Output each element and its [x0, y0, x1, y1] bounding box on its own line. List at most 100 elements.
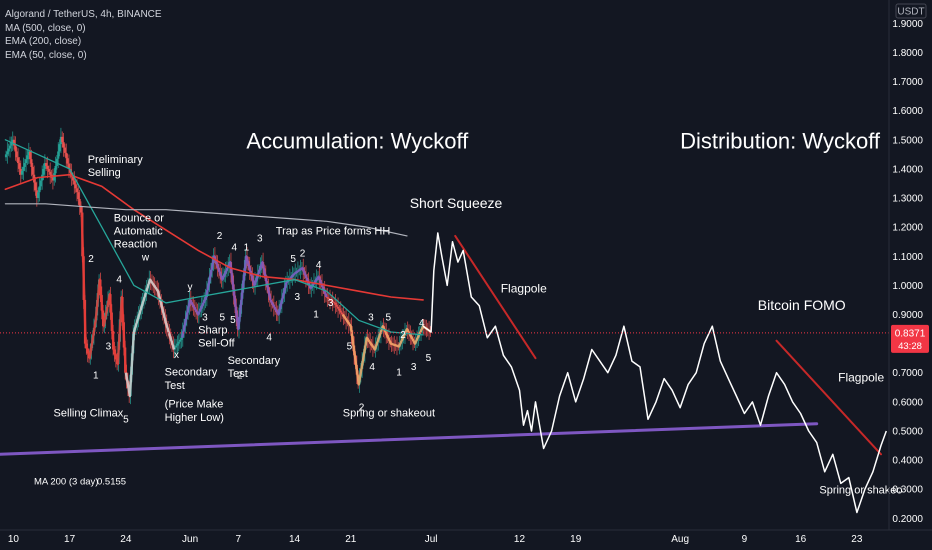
x-axis-tick-label: 7	[236, 534, 242, 545]
wave-count-label: 3	[411, 362, 417, 373]
candle-body	[6, 151, 9, 155]
accumulation-title: Accumulation: Wyckoff	[246, 129, 469, 154]
indicator-ma500: MA (500, close, 0)	[5, 22, 86, 34]
candle-body	[59, 136, 63, 145]
candle-body	[29, 151, 32, 160]
candle-body	[177, 341, 180, 344]
candle-body	[34, 182, 37, 191]
selling-climax: Selling Climax	[54, 407, 124, 419]
candle-body	[328, 298, 332, 300]
ema200-line	[4, 173, 424, 301]
candle-body	[327, 298, 330, 300]
candle-body	[35, 190, 38, 199]
x-axis-tick-label: 23	[851, 534, 863, 545]
candle-body	[4, 154, 8, 158]
wave-count-label: 2	[359, 403, 365, 414]
price-badge	[891, 324, 929, 353]
wave-count-label: 3	[294, 292, 300, 303]
candle-body	[339, 310, 342, 313]
ema50-line	[4, 139, 424, 336]
candle-body	[12, 139, 16, 146]
candle-body	[63, 147, 67, 153]
bitcoin-fomo: Bitcoin FOMO	[758, 297, 846, 313]
x-axis-tick-label: Jul	[425, 534, 438, 545]
wave-count-label: 4	[116, 274, 122, 285]
candle-body	[11, 139, 14, 143]
candle-body	[79, 205, 83, 213]
candle-body	[51, 177, 54, 181]
sharp-selloff-1: Sharp	[198, 324, 227, 336]
ma-200-label: MA 200 (3 day)	[34, 476, 98, 487]
candle-body	[26, 155, 29, 160]
secondary-test-2a: Secondary	[228, 355, 281, 367]
wave-count-label: 4	[419, 318, 425, 329]
x-axis-tick-label: 21	[345, 534, 357, 545]
candle-body	[55, 158, 59, 166]
bounce-2: Automatic	[114, 225, 163, 237]
ma200-3day-trendline	[0, 422, 819, 456]
distribution-title: Distribution: Wyckoff	[680, 129, 881, 154]
candle-body	[14, 145, 17, 152]
marker-w: w	[141, 253, 150, 264]
candle-body	[22, 166, 25, 171]
wave-count-label: 4	[369, 362, 375, 373]
candle-body	[330, 299, 333, 301]
currency-label: USDT	[897, 7, 924, 18]
spring-label: Spring or shakeout	[343, 407, 435, 419]
indicator-lines	[0, 139, 888, 514]
wave-count-label: 5	[426, 353, 432, 364]
bounce-3: Reaction	[114, 239, 157, 251]
wave-red	[80, 212, 128, 373]
wave-count-label: 2	[300, 248, 306, 259]
x-axis-tick-label: 17	[64, 534, 76, 545]
candle-body	[61, 136, 64, 143]
flagpole-label-2: Flagpole	[838, 370, 884, 384]
indicator-ema200: EMA (200, close)	[5, 36, 82, 47]
marker-y: y	[187, 282, 192, 293]
wave-count-label: 1	[244, 242, 250, 253]
candle-body	[338, 308, 341, 311]
candle-body	[27, 151, 30, 156]
wave-count-label: 4	[266, 333, 272, 344]
y-axis-tick-label: 1.6000	[892, 106, 923, 117]
candle-body	[176, 343, 179, 346]
price-badge-countdown: 43:28	[898, 341, 922, 352]
candle-body	[180, 337, 183, 340]
candle-body	[42, 168, 45, 175]
ma500-line	[4, 203, 408, 237]
wave-count-label: 1	[313, 309, 319, 320]
y-axis-tick-label: 1.7000	[892, 77, 923, 88]
candle-body	[340, 312, 344, 315]
candle-body	[65, 152, 68, 159]
candle-body	[30, 159, 33, 167]
y-axis-tick-label: 1.3000	[892, 194, 923, 205]
candle-body	[10, 142, 13, 146]
candle-body	[20, 170, 24, 175]
candle-body	[335, 304, 338, 307]
candle-body	[71, 176, 75, 181]
wave-orange	[341, 313, 432, 386]
y-axis-tick-label: 1.4000	[892, 164, 923, 175]
candle-body	[43, 163, 46, 169]
preliminary-selling-2: Selling	[88, 167, 121, 179]
candle-body	[37, 192, 40, 199]
ma-200-value: 0.5155	[97, 476, 126, 487]
secondary-test-2b: Test	[228, 368, 248, 380]
candle-body	[178, 339, 182, 342]
x-axis-tick-label: 9	[742, 534, 748, 545]
candle-body	[18, 163, 21, 169]
candle-body	[19, 168, 22, 175]
candle-body	[47, 168, 50, 172]
y-axis-tick-label: 0.4000	[892, 456, 923, 467]
candle-body	[45, 163, 48, 166]
wave-purple	[180, 255, 328, 339]
candle-body	[16, 157, 20, 164]
price-line	[422, 232, 888, 514]
candle-body	[332, 301, 336, 303]
trap-label: Trap as Price forms HH	[276, 225, 391, 237]
currency-tag	[895, 3, 927, 19]
x-axis-tick-label: 19	[570, 534, 582, 545]
